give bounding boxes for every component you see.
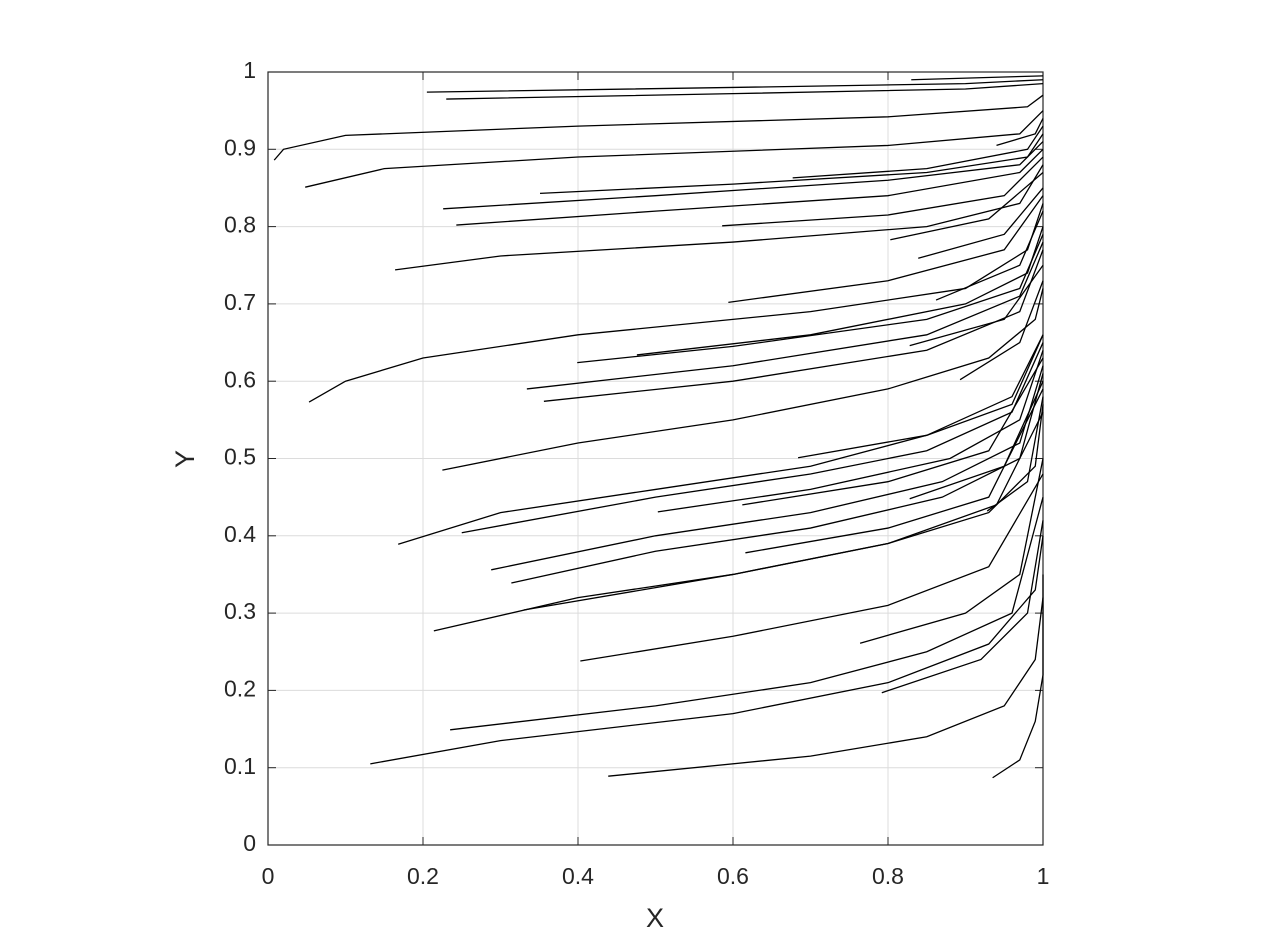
streamline [370,535,1044,765]
y-tick-label: 0 [243,830,256,856]
streamline [580,473,1044,662]
streamline [305,110,1044,188]
streamline [745,388,1044,554]
streamline [443,141,1044,210]
x-tick-label: 0.4 [562,863,594,889]
streamline [657,350,1044,513]
streamline [797,334,1044,459]
x-tick-label: 0 [262,863,275,889]
y-tick-label: 0.4 [224,521,256,547]
streamline [461,342,1044,534]
streamline [636,226,1044,356]
streamline [539,133,1044,195]
streamline [446,82,1044,100]
y-tick-label: 1 [243,57,256,83]
y-tick-label: 0.2 [224,675,256,701]
streamline [456,148,1044,226]
streamline [426,79,1044,93]
streamline [398,334,1044,545]
streamline [992,574,1044,779]
streamline [881,520,1044,694]
streamline [442,288,1044,471]
x-tick-label: 0.2 [407,863,439,889]
streamline [918,187,1044,259]
streamline [543,249,1044,402]
streamline [996,118,1044,147]
x-tick-label: 1 [1037,863,1050,889]
streamline [911,75,1044,81]
streamline [959,280,1044,381]
streamline [395,164,1044,271]
streamline [909,380,1044,500]
streamline [308,203,1044,403]
streamline [909,264,1044,347]
streamline [608,597,1044,777]
streamline [511,373,1044,584]
y-axis-label: Y [170,450,200,468]
y-tick-label: 0.3 [224,598,256,624]
x-tick-label: 0.8 [872,863,904,889]
y-tick-label: 0.7 [224,289,256,315]
y-tick-label: 0.6 [224,366,256,392]
streamline [986,396,1044,512]
streamline [491,365,1044,571]
streamline [433,411,1044,632]
streamline [577,234,1044,364]
streamline [859,458,1044,644]
streamline [450,496,1044,731]
streamline [792,125,1044,179]
streamline [890,171,1044,241]
y-tick-label: 0.8 [224,212,256,238]
y-tick-label: 0.9 [224,134,256,160]
x-tick-label: 0.6 [717,863,749,889]
y-tick-label: 0.5 [224,444,256,470]
streamline [728,195,1044,303]
streamline [273,94,1044,161]
streamline [523,404,1044,611]
x-axis-label: X [646,903,664,933]
y-tick-label: 0.1 [224,753,256,779]
streamline [742,357,1044,506]
streamline [722,156,1044,227]
streamline [526,241,1044,390]
